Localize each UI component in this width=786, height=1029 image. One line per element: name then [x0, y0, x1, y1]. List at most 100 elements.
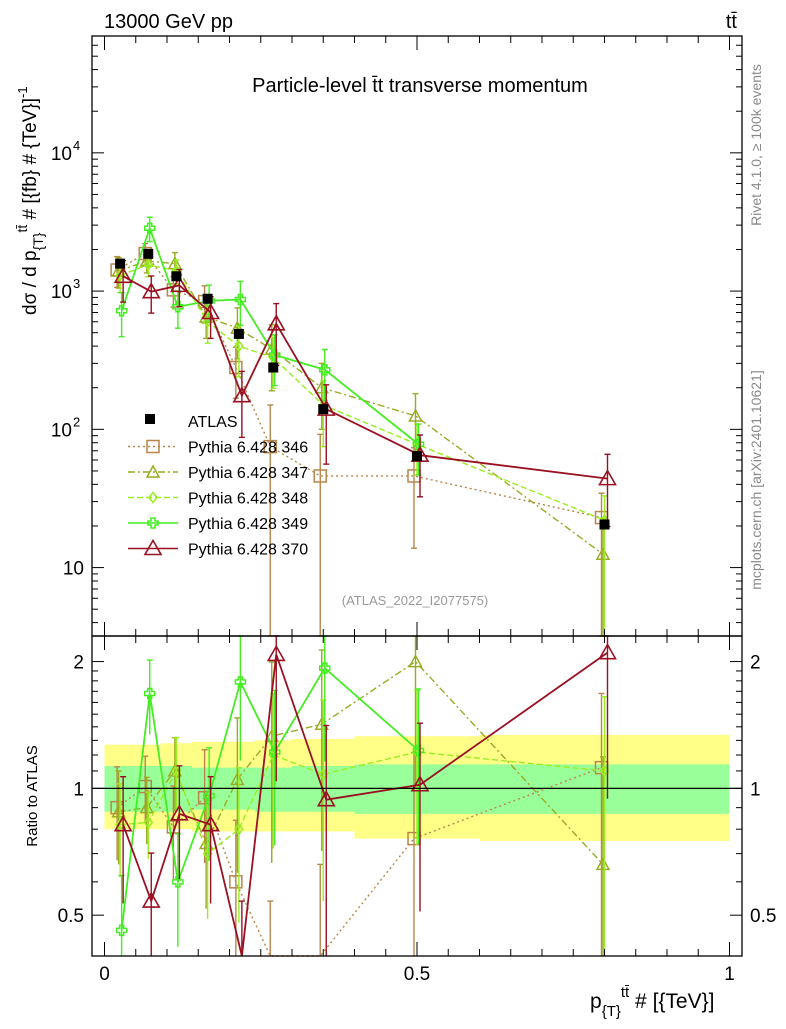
ratio-point: [141, 891, 161, 908]
legend-entry-2: Pythia 6.428 347: [128, 464, 308, 482]
legend-label: Pythia 6.428 349: [188, 516, 308, 533]
legend-entry-data: ATLAS: [145, 414, 238, 431]
legend-marker: [145, 464, 161, 478]
analysis-label: (ATLAS_2022_I2077575): [342, 593, 488, 608]
ratio-point: [201, 815, 221, 832]
legend-entry-3: Pythia 6.428 348: [128, 491, 308, 508]
ratio-y-axis-label: Ratio to ATLAS: [24, 745, 41, 846]
y-axis-label: dσ / d p{T}tt̄ # [{fb} # {TeV}]-1: [14, 86, 46, 315]
y-label-sub: {T}: [30, 232, 46, 250]
series-point: [263, 439, 277, 454]
data-point: [318, 404, 329, 415]
ratio-point: [266, 644, 286, 662]
y-label-tail-sup: -1: [15, 86, 30, 98]
ratio-point: [319, 662, 331, 674]
series-point: [201, 302, 221, 320]
ratio-point: [143, 816, 154, 829]
mcplots-label: mcplots.cern.ch [arXiv:2401.10621]: [748, 370, 764, 589]
series-point: [234, 293, 247, 306]
ratio-series-line: [118, 660, 604, 865]
series-line: [120, 225, 420, 445]
y-tick-exponent: 3: [73, 276, 80, 291]
ratio-tick-label-right: 0.5: [750, 906, 776, 927]
series-line: [118, 260, 604, 555]
data-point: [143, 248, 154, 259]
x-tick-label: 1: [724, 964, 735, 985]
legend-entry-5: Pythia 6.428 370: [128, 538, 308, 559]
series-point: [141, 282, 161, 299]
series-layer: [110, 216, 617, 957]
ratio-point: [169, 804, 189, 821]
ratio-series-line: [120, 751, 605, 855]
y-label-text: dσ / d p: [20, 250, 41, 315]
series-line: [122, 275, 608, 480]
x-axis-label: p{T}tt̄ # [{TeV}]: [590, 984, 714, 1020]
ratio-point: [316, 790, 336, 807]
process-label: tt̄: [726, 11, 738, 33]
legend-marker: [148, 491, 158, 504]
series-2: [111, 250, 611, 956]
legend-label: ATLAS: [188, 414, 238, 431]
series-line: [119, 264, 605, 521]
data-point: [202, 293, 213, 304]
ratio-point: [233, 822, 244, 836]
series-point: [143, 258, 154, 271]
data-point: [171, 271, 182, 282]
ratio-point: [229, 875, 243, 889]
y-tick-exponent: 2: [73, 414, 80, 429]
x-label-sub: {T}: [602, 1003, 621, 1020]
ratio-point: [408, 654, 423, 668]
series-point: [229, 360, 243, 375]
legend-label: Pythia 6.428 348: [188, 491, 308, 508]
energy-label: 13000 GeV pp: [104, 11, 233, 33]
data-point: [115, 258, 126, 269]
legend: ATLAS Pythia 6.428 346 Pythia 6.428 347 Pyt…: [128, 414, 308, 559]
ratio-tick-label-left: 1: [73, 779, 84, 800]
series-point: [313, 469, 327, 483]
data-point: [599, 519, 610, 530]
ratio-tick-label-right: 1: [750, 779, 761, 800]
series-point: [595, 546, 611, 560]
ratio-point: [595, 856, 611, 871]
y-label-tail: # [{fb} # {TeV}]: [20, 98, 41, 225]
ratio-point: [113, 815, 133, 832]
series-point: [115, 305, 128, 317]
y-label-sup: tt̄: [14, 225, 30, 233]
series-point: [232, 386, 252, 403]
ratio-tick-label-left: 2: [73, 653, 84, 674]
y-tick-label: 10: [63, 559, 84, 580]
chart-title: Particle-level t̄t transverse momentum: [252, 75, 588, 97]
legend-marker: [143, 538, 163, 556]
legend-data-marker: [145, 414, 155, 424]
legend-entry-1: Pythia 6.428 346: [128, 440, 308, 457]
series-point: [408, 408, 423, 422]
ratio-point: [410, 775, 430, 792]
series-point: [319, 363, 331, 376]
series-point: [233, 339, 244, 353]
series-point: [144, 222, 156, 234]
series-point: [113, 266, 133, 284]
series-5: [113, 259, 617, 957]
ratio-series-line: [120, 666, 420, 931]
ratio-point: [172, 876, 184, 888]
ratio-point: [115, 924, 128, 937]
ratio-point: [598, 643, 617, 660]
series-point: [598, 469, 617, 486]
legend-label: Pythia 6.428 370: [188, 542, 308, 559]
y-tick-exponent: 4: [73, 138, 80, 153]
series-point: [266, 314, 286, 331]
legend-marker: [147, 517, 159, 529]
ratio-point: [139, 800, 155, 814]
x-tick-label: 0.5: [404, 964, 430, 985]
y-tick-label: 10: [51, 420, 72, 441]
ratio-series-line: [116, 766, 602, 957]
data-point: [412, 451, 422, 462]
legend-marker: [146, 439, 160, 454]
x-label-sup: tt̄: [621, 984, 630, 1001]
ratio-tick-label-right: 2: [750, 653, 761, 674]
y-tick-label: 10: [51, 144, 72, 165]
x-tick-label: 0: [99, 964, 110, 985]
